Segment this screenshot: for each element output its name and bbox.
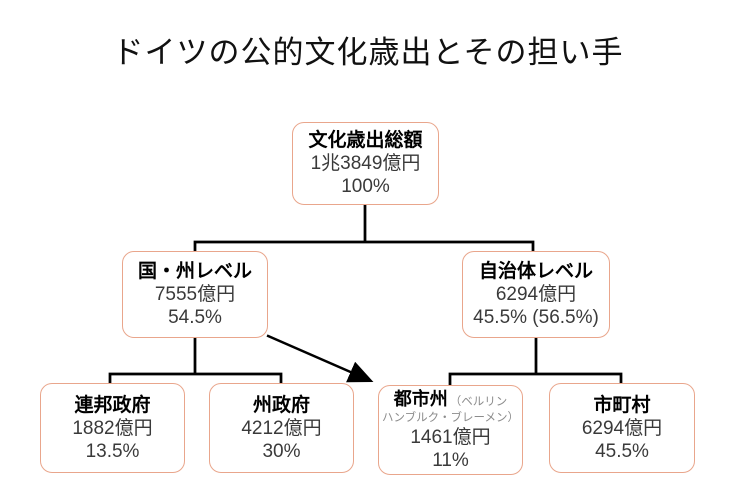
node-note-line1: （ベルリン (449, 396, 508, 408)
node-total: 文化歳出総額 1兆3849億円 100% (292, 122, 439, 205)
node-label: 連邦政府 (74, 394, 151, 416)
node-percent: 30% (262, 440, 301, 462)
node-percent: 45.5% (595, 440, 649, 462)
node-municipal-level: 自治体レベル 6294億円 45.5% (56.5%) (462, 251, 610, 338)
node-amount: 7555億円 (154, 284, 236, 305)
node-amount: 6294億円 (581, 417, 663, 439)
node-amount: 1882億円 (72, 417, 153, 439)
node-percent: 45.5% (56.5%) (473, 307, 599, 328)
node-label: 国・州レベル (137, 261, 252, 282)
node-percent: 11% (432, 450, 469, 471)
node-label: 文化歳出総額 (308, 130, 423, 151)
node-label: 州政府 (252, 394, 310, 416)
node-percent: 54.5% (168, 307, 222, 328)
node-amount: 4212億円 (241, 417, 322, 439)
node-label: 市町村 (593, 394, 651, 416)
connector-total-to-level2 (193, 204, 535, 252)
connector-municipal-to-children (448, 337, 623, 386)
page-title: ドイツの公的文化歳出とその担い手 (112, 35, 624, 70)
node-national-state-level: 国・州レベル 7555億円 54.5% (122, 251, 268, 338)
node-city-states: 都市州 （ベルリン ハンブルク・ブレーメン） 1461億円 11% (378, 385, 523, 475)
connector-national-to-children (108, 337, 283, 384)
node-state-governments: 州政府 4212億円 30% (209, 383, 354, 473)
node-federal-government: 連邦政府 1882億円 13.5% (40, 383, 185, 473)
node-municipalities: 市町村 6294億円 45.5% (549, 383, 695, 473)
node-percent: 100% (341, 176, 390, 197)
node-percent: 13.5% (85, 440, 140, 462)
node-amount: 1461億円 (410, 427, 491, 448)
node-label: 都市州 (393, 389, 448, 409)
node-label: 自治体レベル (478, 261, 593, 282)
node-amount: 1兆3849億円 (310, 153, 421, 174)
node-note-line2: ハンブルク・ブレーメン） (382, 412, 519, 424)
node-amount: 6294億円 (495, 284, 577, 305)
node-label-row: 都市州 （ベルリン (394, 388, 508, 411)
arrow-national-to-city-states-icon (266, 334, 374, 383)
